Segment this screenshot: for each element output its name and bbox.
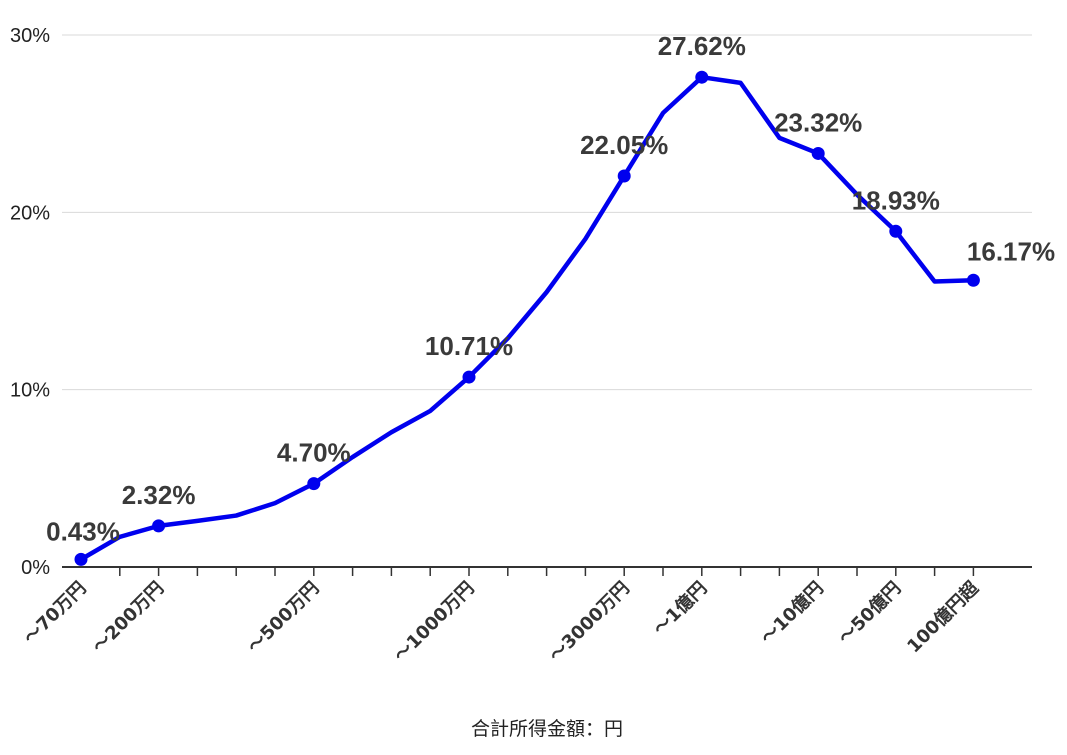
data-label: 16.17% xyxy=(967,236,1055,266)
data-label: 0.43% xyxy=(46,516,120,546)
data-point-marker xyxy=(889,224,903,238)
x-axis-tick-marks xyxy=(119,567,975,576)
data-point-marker xyxy=(462,370,476,384)
x-tick-label: ～1000万円 xyxy=(390,578,478,666)
gridlines xyxy=(62,34,1032,391)
data-labels: 0.43%2.32% 4.70% 10.71% 22.05% 27.62% 23.32% 1… xyxy=(46,31,1055,546)
series-line xyxy=(78,74,976,562)
y-tick-label: 20% xyxy=(10,202,50,224)
data-point-marker xyxy=(811,146,825,160)
x-tick-label: ～200万円 xyxy=(89,578,169,658)
y-tick-label: 0% xyxy=(21,557,50,579)
data-label: 22.05% xyxy=(580,130,668,160)
x-axis-tick-labels: ～70万円～200万円 ～500万円 ～1000万円 ～3000万円 ～1億円 ～10億円… xyxy=(20,576,984,666)
data-label: 4.70% xyxy=(277,438,351,468)
x-tick-label: ～50億円 xyxy=(834,577,905,648)
y-tick-label: 10% xyxy=(10,380,50,402)
x-tick-label: ～500万円 xyxy=(244,578,324,658)
x-tick-label: 100億円超 xyxy=(903,576,984,657)
data-label: 18.93% xyxy=(852,185,940,215)
x-tick-label: ～1億円 xyxy=(649,577,712,640)
y-tick-label: 30% xyxy=(10,25,50,47)
x-tick-label: ～70万円 xyxy=(20,578,91,649)
x-tick-label: ～3000万円 xyxy=(545,578,633,666)
data-point-marker xyxy=(152,519,166,533)
y-axis-tick-labels: 0% 10% 20% 30% xyxy=(10,25,50,579)
data-point-marker xyxy=(966,273,980,287)
data-label: 27.62% xyxy=(658,31,746,61)
data-point-marker xyxy=(307,477,321,491)
data-point-marker xyxy=(695,70,709,84)
data-point-markers xyxy=(74,70,980,566)
x-tick-label: ～10億円 xyxy=(756,577,827,648)
data-label: 10.71% xyxy=(425,331,513,361)
x-axis-title: 合計所得金額：円 xyxy=(471,718,623,740)
data-label: 23.32% xyxy=(774,107,862,137)
data-label: 2.32% xyxy=(122,480,196,510)
data-point-marker xyxy=(617,169,631,183)
data-point-marker xyxy=(74,552,88,566)
